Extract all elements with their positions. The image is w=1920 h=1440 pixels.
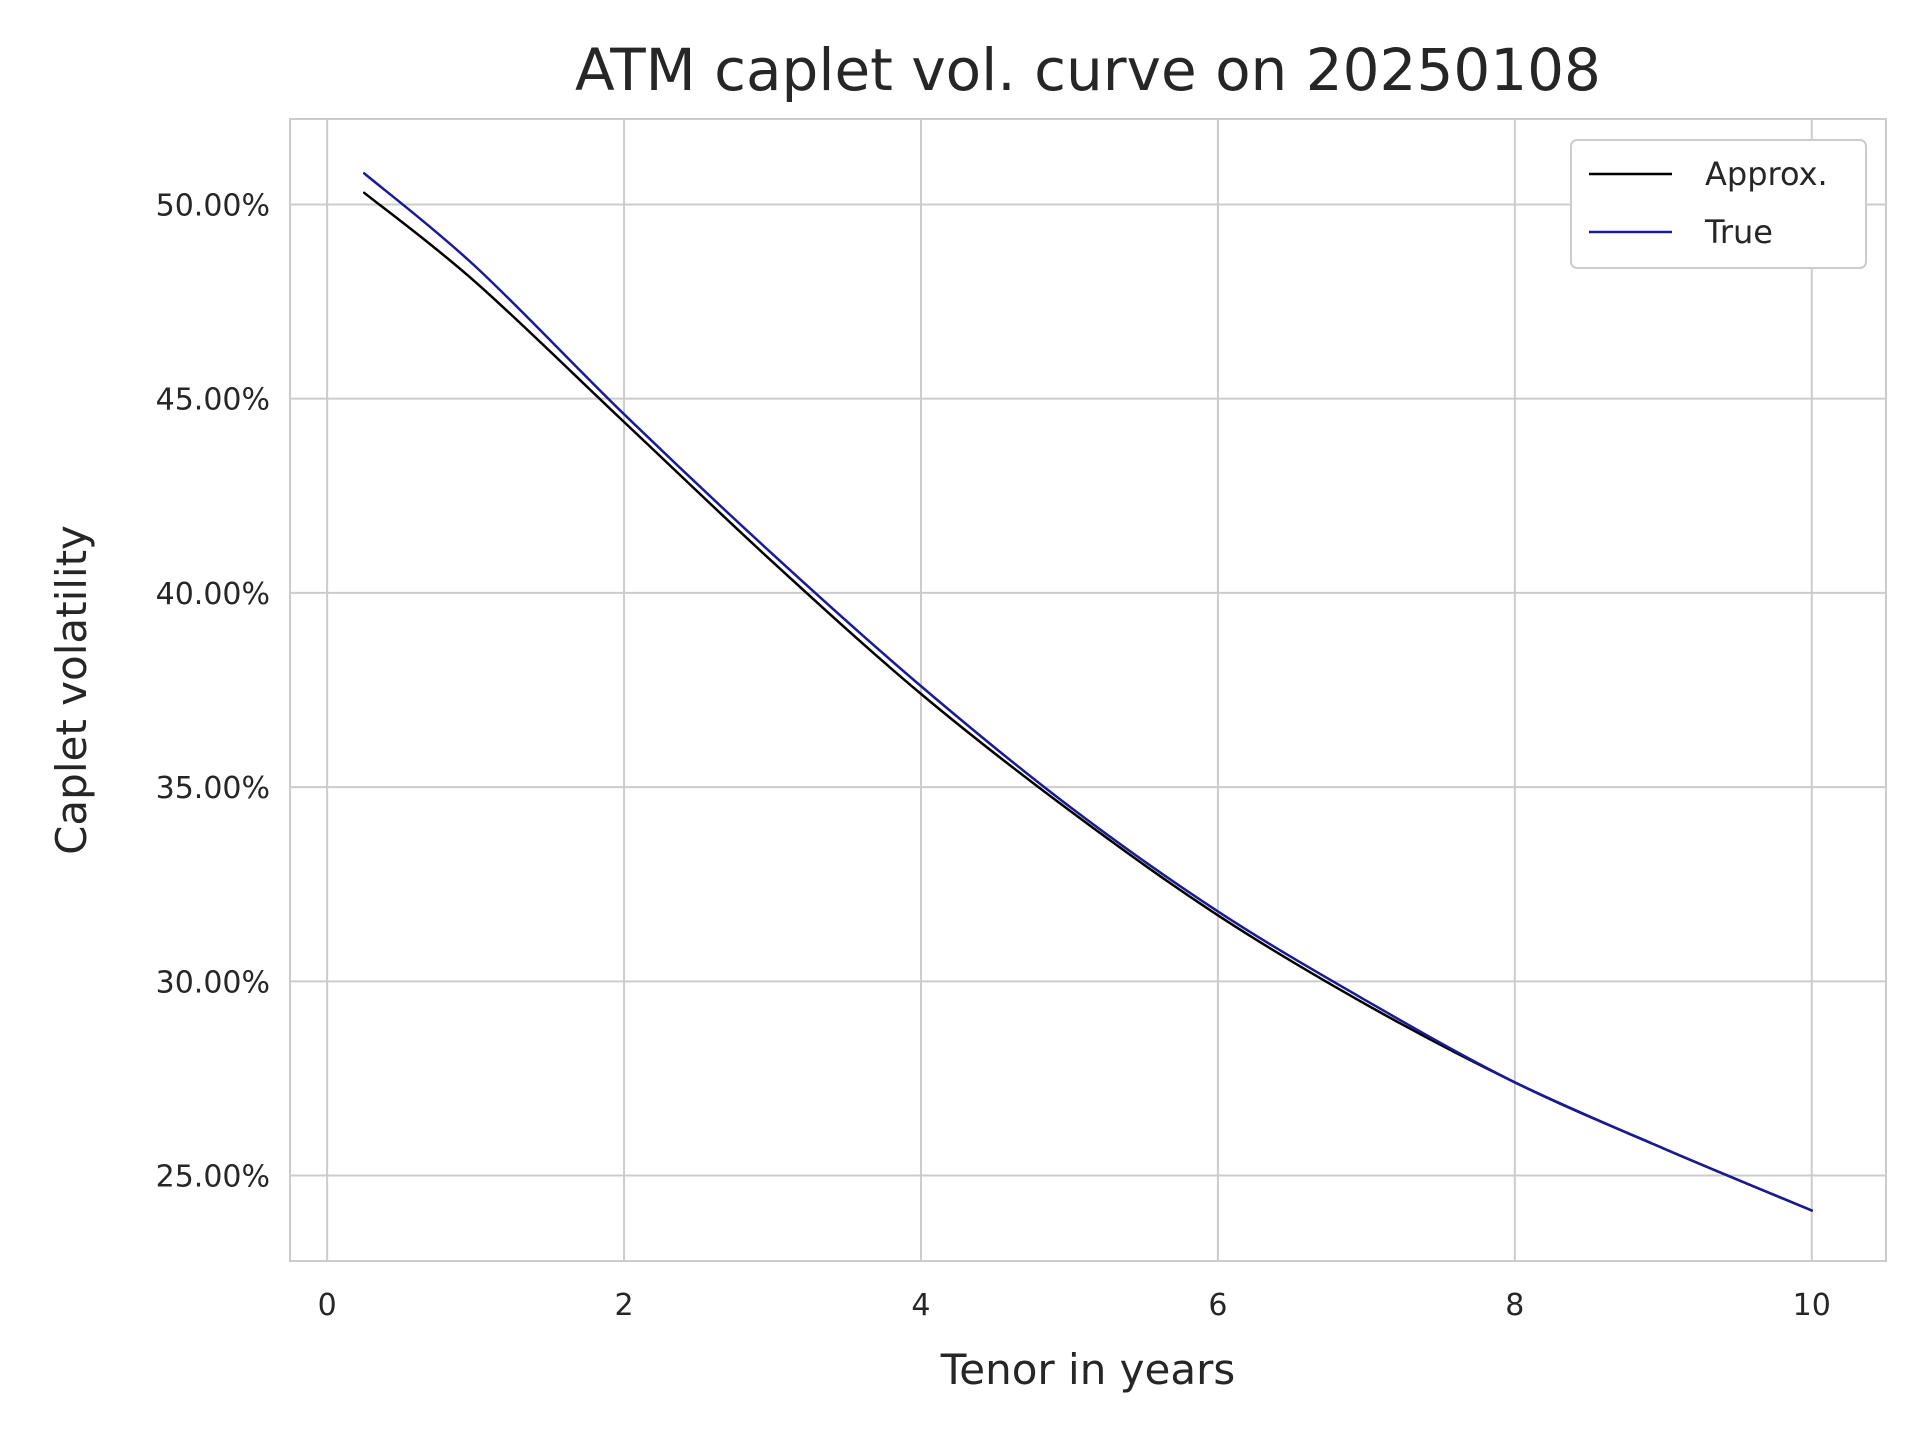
plot-area [290,119,1886,1261]
y-tick-label: 40.00% [156,577,270,612]
x-tick-label: 0 [318,1288,337,1323]
x-tick-label: 8 [1505,1288,1524,1323]
series-layer [362,172,1814,1212]
chart-title: ATM caplet vol. curve on 20250108 [575,36,1601,104]
x-axis-label: Tenor in years [940,1345,1236,1394]
plot-frame [289,118,1887,1262]
y-axis-label: Caplet volatility [47,525,96,855]
legend: Approx. True [1570,139,1867,269]
grid-lines [290,119,1886,1261]
y-tick-label: 50.00% [156,188,270,223]
tick-labels: 0 2 4 6 8 10 25.00% 30.00% 35.00% 40.00% 45.00% 50.… [156,188,1831,1323]
y-tick-label: 45.00% [156,383,270,418]
y-tick-label: 35.00% [156,771,270,806]
x-tick-label: 6 [1208,1288,1227,1323]
legend-label-true: True [1704,213,1773,251]
y-tick-label: 30.00% [156,965,270,1000]
x-tick-label: 2 [614,1288,633,1323]
y-tick-label: 25.00% [156,1160,270,1195]
x-tick-label: 4 [911,1288,930,1323]
series-line-true [362,172,1814,1212]
legend-label-approx: Approx. [1705,155,1828,193]
legend-box [1570,139,1867,269]
x-tick-label: 10 [1793,1288,1831,1323]
